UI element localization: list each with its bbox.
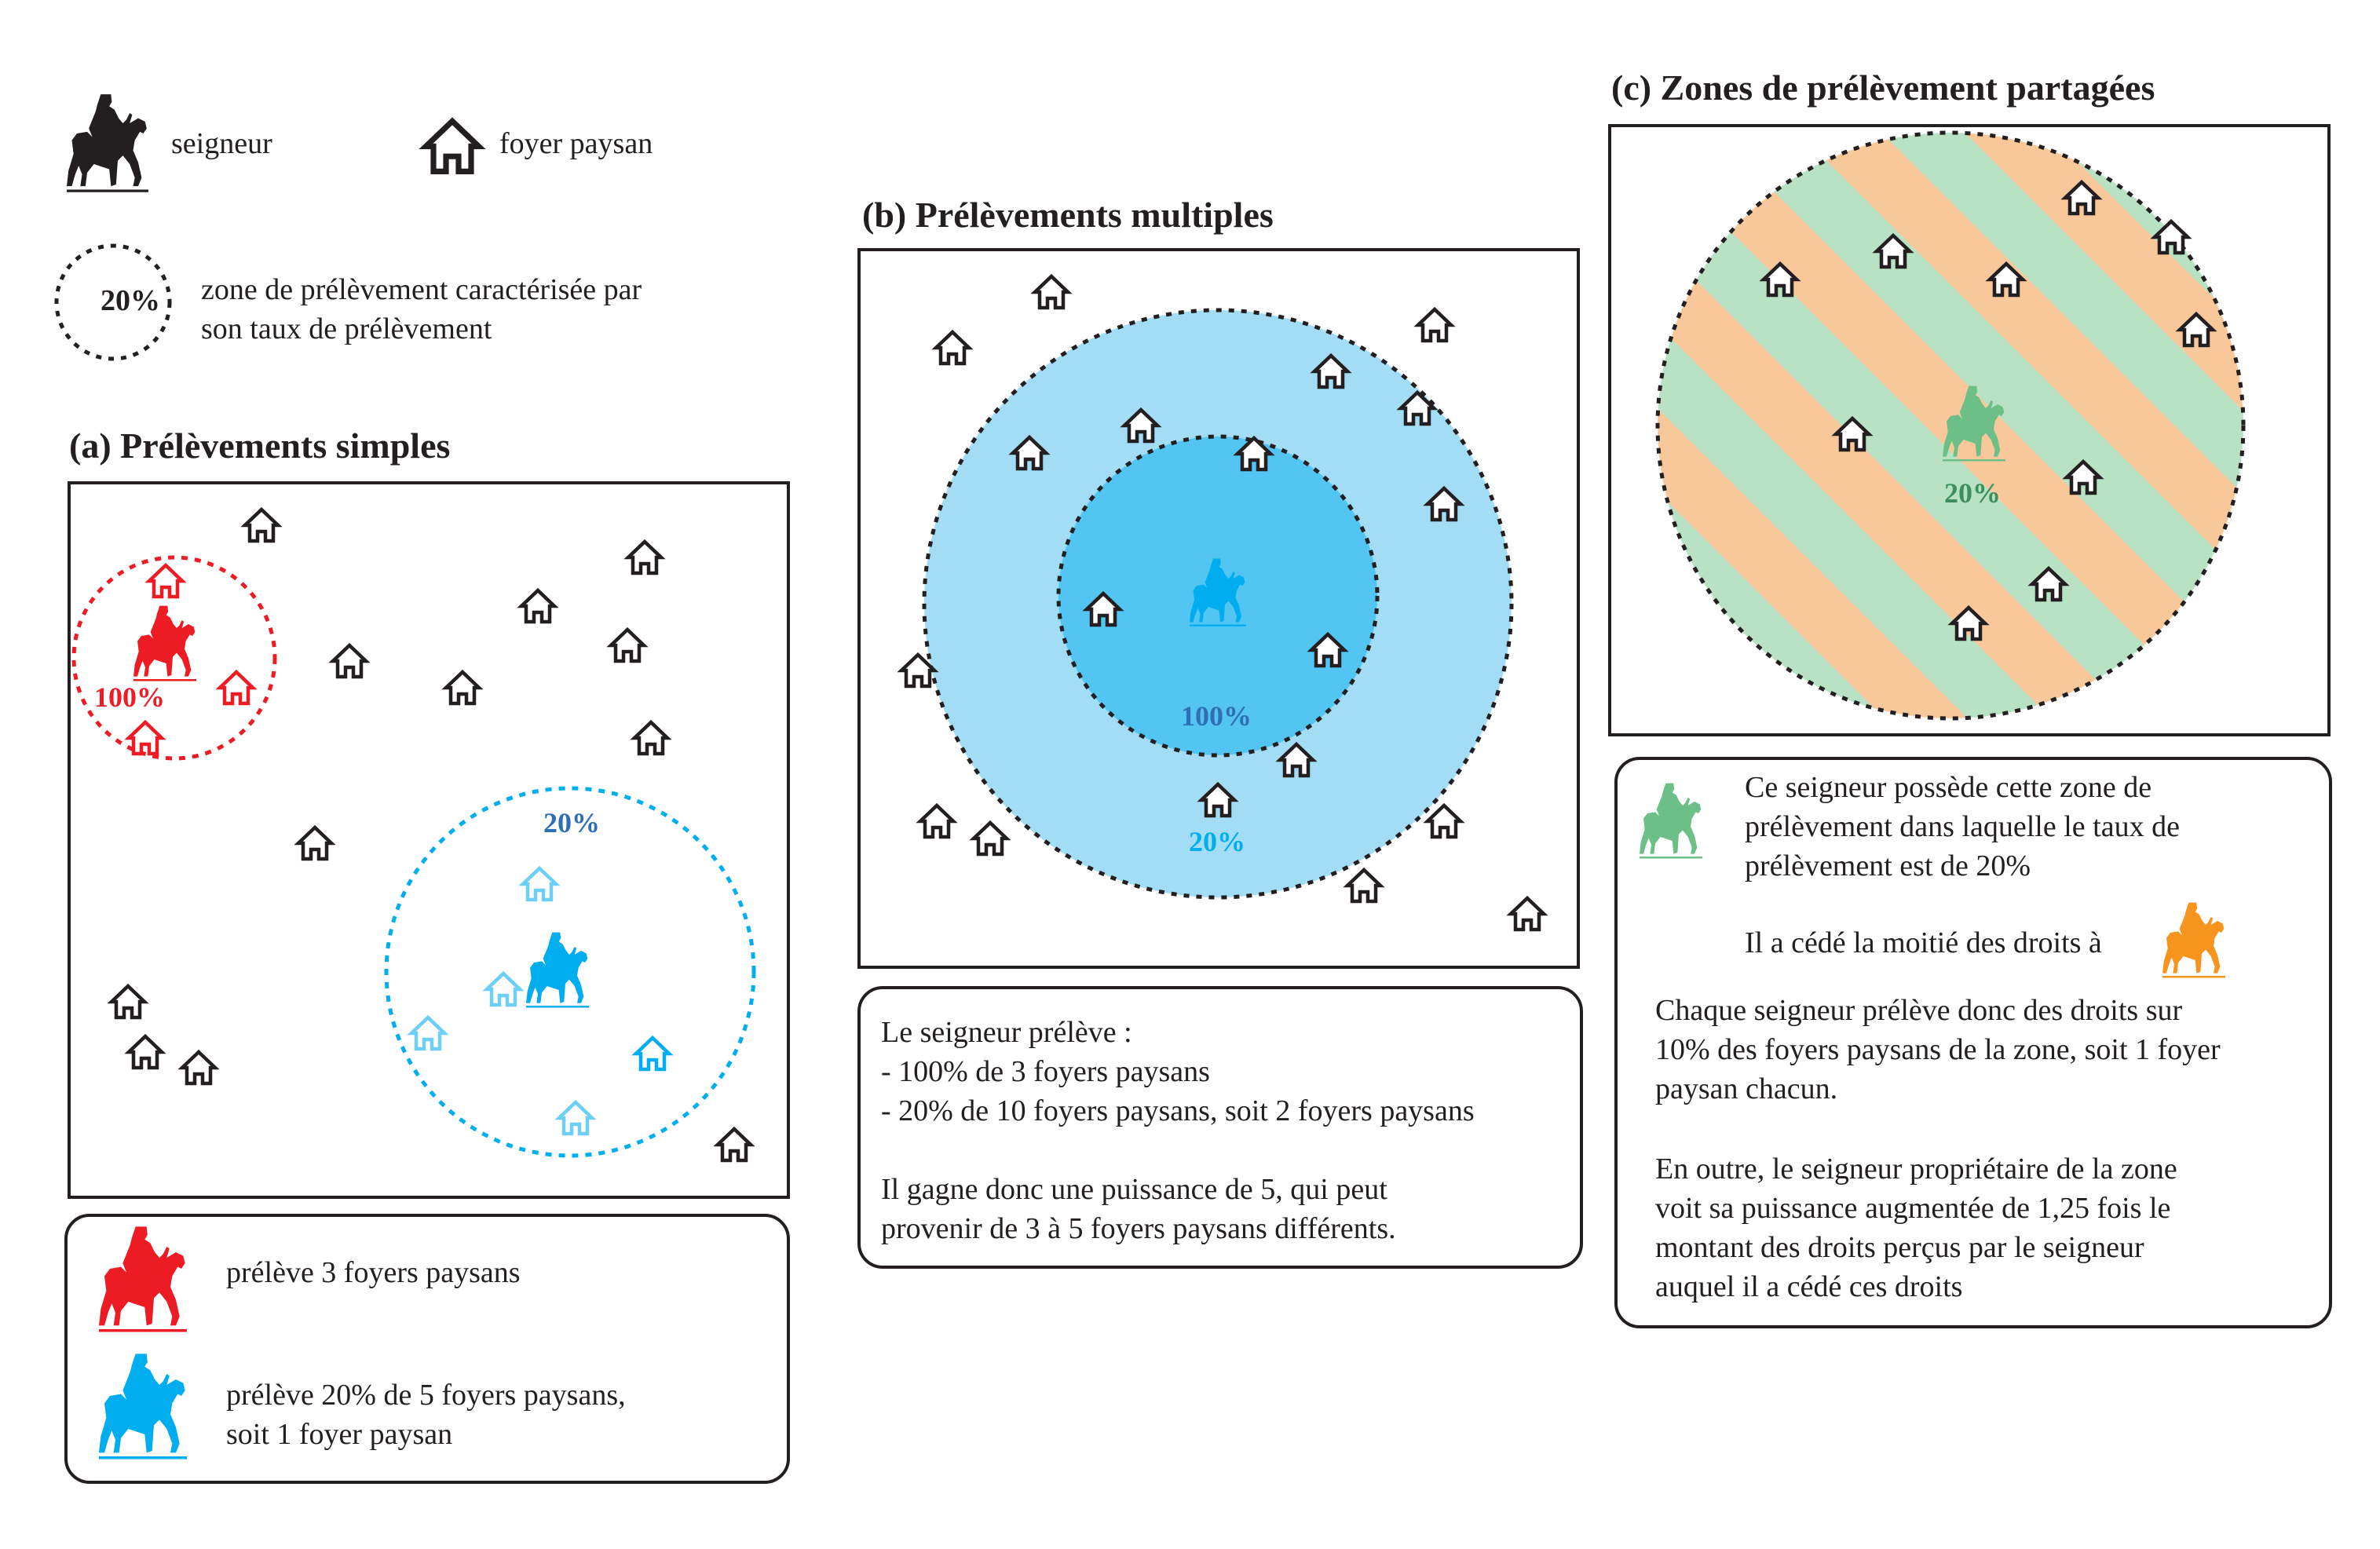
legend-zone-rate: 20%: [101, 284, 160, 317]
panel-a-map: [68, 481, 790, 1199]
legend: [54, 94, 479, 361]
legend-household-label: foyer paysan: [499, 127, 653, 160]
panel-c-explanation-line8: En outre, le seigneur propriétaire de la…: [1655, 1153, 2177, 1185]
panel-a-title: (a) Prélèvements simples: [69, 426, 451, 466]
panel-c-explanation-line3: prélèvement est de 20%: [1745, 849, 2031, 882]
panel-c-explanation-line10: montant des droits perçus par le seigneu…: [1655, 1231, 2144, 1264]
zone-legend-circle: [54, 243, 172, 361]
panel-b-map: [857, 248, 1580, 969]
panel-a-text-box: [64, 1214, 790, 1484]
panel-c-explanation-line7: paysan chacun.: [1655, 1072, 1838, 1105]
red-zone-rate: 100%: [94, 681, 165, 713]
panel-c-explanation-line6: 10% des foyers paysans de la zone, soit …: [1655, 1033, 2221, 1066]
panel-c-explanation-line1: Ce seigneur possède cette zone de: [1745, 771, 2152, 804]
panel-b-explanation-line5: provenir de 3 à 5 foyers paysans différe…: [881, 1212, 1396, 1245]
panel-c-explanation-line9: voit sa puissance augmentée de 1,25 fois…: [1655, 1192, 2171, 1225]
panel-c-explanation-line2: prélèvement dans laquelle le taux de: [1745, 810, 2180, 843]
blue-zone-rate: 20%: [543, 807, 600, 838]
panel-a-explanation-box: [64, 1214, 790, 1484]
panel-c-explanation-line5: Chaque seigneur prélève donc des droits …: [1655, 994, 2183, 1027]
panel-a-red-explanation: prélève 3 foyers paysans: [226, 1256, 521, 1289]
legend-lord-label: seigneur: [171, 127, 272, 160]
panel-b-explanation-line4: Il gagne donc une puissance de 5, qui pe…: [881, 1173, 1387, 1206]
house-icon: [426, 121, 478, 171]
panel-a-blue-explanation-line1: prélève 20% de 5 foyers paysans,: [226, 1379, 626, 1412]
panel-b-explanation-line3: - 20% de 10 foyers paysans, soit 2 foyer…: [881, 1094, 1475, 1127]
outer-zone-rate: 20%: [1189, 826, 1245, 857]
blue-zone-circle: [384, 786, 756, 1158]
panel-a-blue-explanation-line2: soit 1 foyer paysan: [226, 1418, 453, 1451]
legend-zone-label-line1: zone de prélèvement caractérisée par: [201, 273, 642, 306]
panel-c-title: (c) Zones de prélèvement partagées: [1611, 68, 2155, 108]
panel-c-explanation-line4: Il a cédé la moitié des droits à: [1745, 926, 2102, 959]
panel-b-title: (b) Prélèvements multiples: [862, 195, 1274, 235]
shared-zone-rate: 20%: [1944, 477, 2001, 509]
legend-zone-label-line2: son taux de prélèvement: [201, 312, 492, 345]
panel-c-map: [1608, 124, 2331, 736]
panel-b-explanation-line1: Le seigneur prélève :: [881, 1016, 1132, 1049]
inner-zone-rate: 100%: [1181, 700, 1252, 732]
red-zone-circle: [71, 555, 277, 761]
panel-b-explanation-line2: - 100% de 3 foyers paysans: [881, 1055, 1210, 1088]
panel-b-text-box: [857, 986, 1583, 1269]
panel-c-explanation-box: [1614, 757, 2332, 1328]
shared-zone-circle: [1655, 130, 2246, 721]
panel-c-text-box: [1614, 757, 2332, 1328]
rider-icon: [67, 94, 148, 192]
panel-c-explanation-line11: auquel il a cédé ces droits: [1655, 1270, 1963, 1303]
